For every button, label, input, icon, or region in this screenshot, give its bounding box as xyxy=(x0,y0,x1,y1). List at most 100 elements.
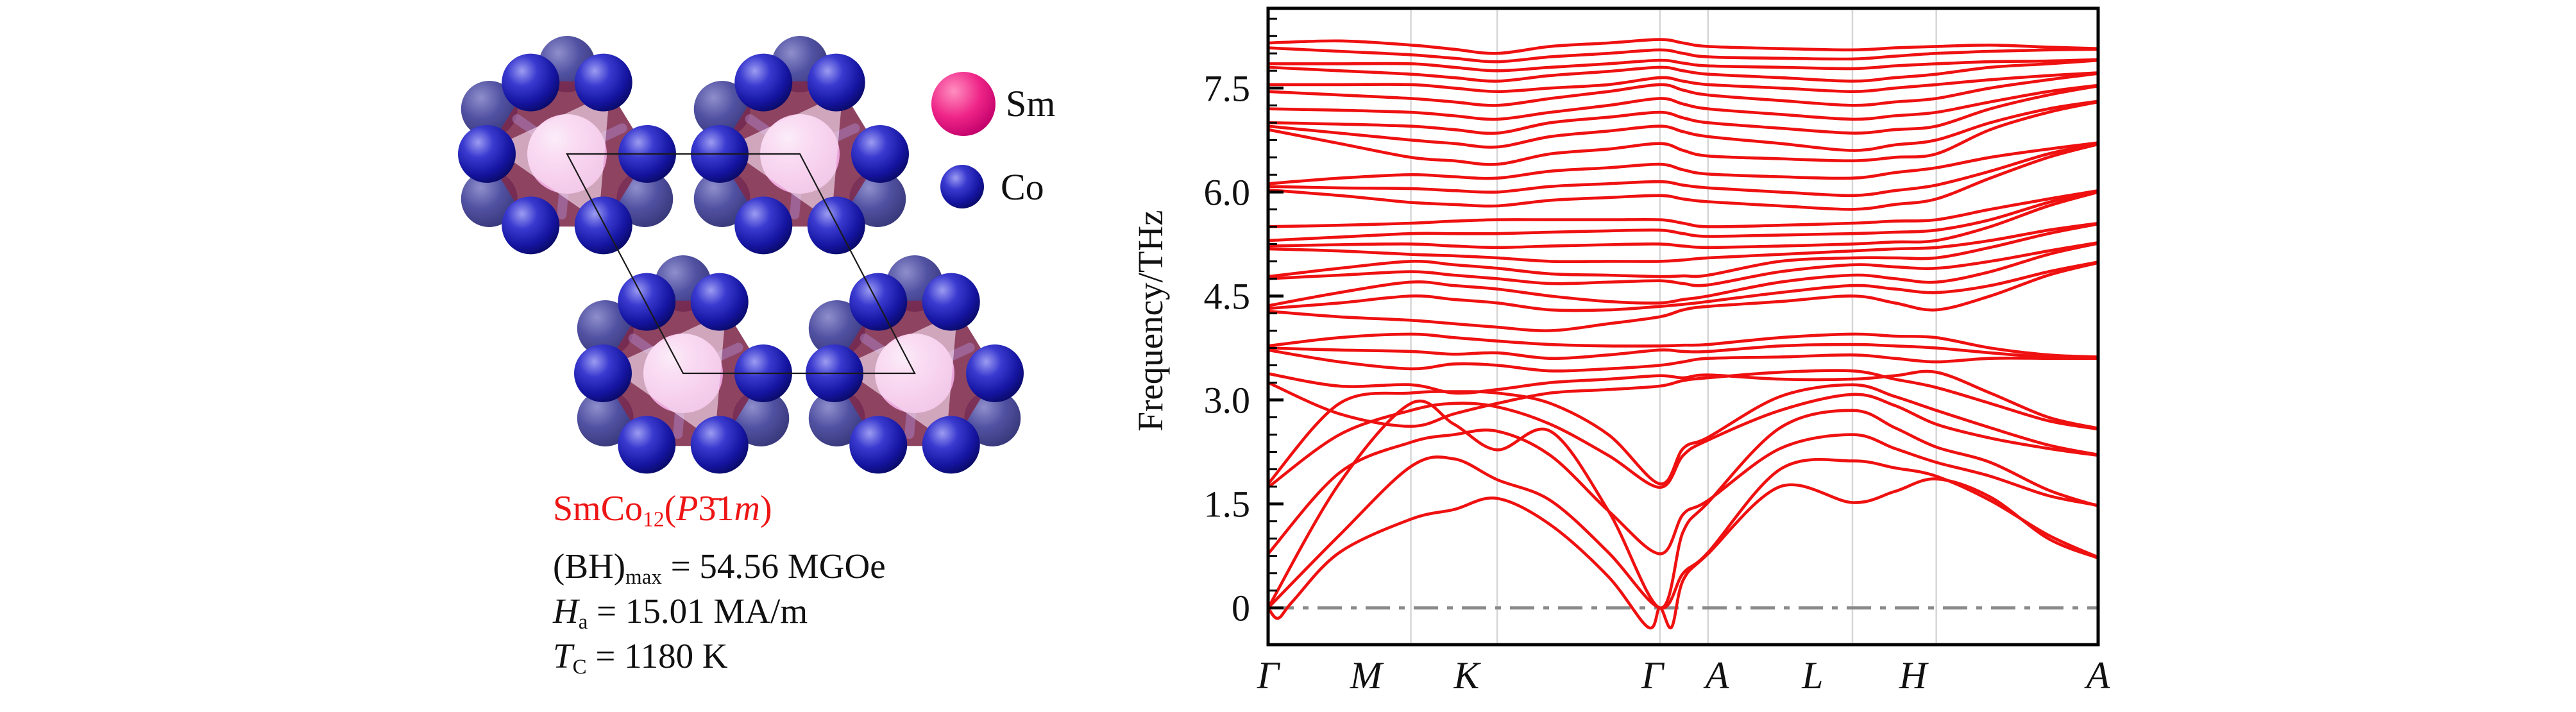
co-atom xyxy=(734,196,793,255)
co-atom xyxy=(849,416,908,474)
band-group xyxy=(1269,38,2097,630)
co-atom xyxy=(574,53,632,112)
phonon-band xyxy=(1269,58,2097,72)
k-point-label: H xyxy=(1899,654,1929,697)
y-tick-label: 3.0 xyxy=(1204,380,1251,421)
y-tick-label: 7.5 xyxy=(1204,67,1251,109)
tc-value: = 1180 K xyxy=(586,636,728,675)
phonon-band xyxy=(1269,260,2097,312)
co-atom xyxy=(807,53,865,112)
co-atom xyxy=(502,53,560,112)
atom-cluster xyxy=(691,36,909,255)
phonon-band xyxy=(1269,221,2097,264)
legend xyxy=(931,72,996,208)
co-atom xyxy=(690,416,749,474)
co-atom-back xyxy=(808,300,865,357)
bh-max-line: (BH)max = 54.56 MGOe xyxy=(553,548,886,588)
triangle-face xyxy=(493,93,610,222)
k-point-label: A xyxy=(2084,654,2110,697)
phonon-band xyxy=(1269,99,2097,152)
k-point-label: L xyxy=(1801,654,1823,697)
triangle-face xyxy=(840,312,958,441)
bh-max-sub: max xyxy=(625,566,662,589)
y-tick-label: 0 xyxy=(1232,588,1250,629)
co-atom xyxy=(807,196,865,255)
phonon-band xyxy=(1269,399,2097,609)
crystal-structure xyxy=(458,36,1024,474)
phonon-band xyxy=(1269,393,2097,489)
formula-close-paren: ) xyxy=(759,489,772,529)
co-atom-back xyxy=(808,390,865,446)
ha-symbol: H xyxy=(553,591,579,631)
co-atom xyxy=(922,416,980,474)
k-point-label: K xyxy=(1453,654,1481,697)
phonon-band xyxy=(1269,343,2097,360)
phonon-band xyxy=(1269,72,2097,107)
triangle-face xyxy=(725,93,843,222)
phonon-band xyxy=(1269,477,2097,630)
co-atom-back xyxy=(964,390,1021,446)
ha-value: = 15.01 MA/m xyxy=(588,591,808,631)
co-atom-back xyxy=(577,390,634,446)
co-atom-back xyxy=(733,390,790,446)
phonon-band xyxy=(1269,142,2097,198)
co-atom xyxy=(734,53,793,112)
co-atom xyxy=(966,344,1024,402)
co-atom xyxy=(574,344,632,402)
y-axis-label: Frequency/THz xyxy=(1131,210,1170,431)
anisotropy-field-line: Ha = 15.01 MA/m xyxy=(553,593,808,633)
legend-sm-sphere xyxy=(931,72,996,136)
phonon-band xyxy=(1269,100,2097,166)
formula-open-paren: ( xyxy=(664,489,677,529)
phonon-band xyxy=(1269,332,2097,359)
phonon-band xyxy=(1269,261,2097,332)
k-point-label: Γ xyxy=(1641,654,1665,697)
legend-label-sm: Sm xyxy=(1006,83,1056,124)
bh-max-symbol: (BH) xyxy=(553,547,626,586)
phonon-band xyxy=(1269,46,2097,64)
phonon-band xyxy=(1269,189,2097,228)
phonon-band xyxy=(1269,348,2097,373)
co-atom-back xyxy=(693,81,750,137)
phonon-band xyxy=(1269,38,2097,55)
phonon-band xyxy=(1269,71,2097,94)
co-atom-back xyxy=(461,81,518,137)
co-atom xyxy=(618,416,676,474)
co-atom xyxy=(922,273,980,331)
co-atom-back xyxy=(577,300,634,357)
phonon-band xyxy=(1269,191,2097,250)
co-atom-back xyxy=(461,171,518,227)
legend-co-sphere xyxy=(940,165,984,208)
triangle-face xyxy=(609,312,726,441)
plot-frame xyxy=(1266,6,2100,647)
co-atom-back xyxy=(616,171,674,227)
co-atom xyxy=(502,196,560,255)
tc-sub: C xyxy=(572,656,587,679)
phonon-band xyxy=(1269,83,2097,121)
atom-cluster xyxy=(458,36,676,255)
co-atom xyxy=(618,273,676,331)
co-atom xyxy=(574,196,632,255)
phonon-band xyxy=(1269,58,2097,83)
k-point-label: M xyxy=(1350,654,1384,697)
formula-prefix: SmCo xyxy=(553,489,643,529)
y-tick-label: 4.5 xyxy=(1204,275,1251,317)
y-tick-label: 1.5 xyxy=(1204,484,1251,525)
phonon-band xyxy=(1269,369,2097,430)
ha-sub: a xyxy=(578,611,588,634)
formula-spacegroup-m: m xyxy=(734,489,760,529)
curie-temperature-line: TC = 1180 K xyxy=(553,638,728,678)
co-atom xyxy=(849,273,908,331)
atom-cluster xyxy=(806,255,1024,474)
phonon-band xyxy=(1269,85,2097,135)
co-atom-back xyxy=(849,171,906,227)
phonon-band xyxy=(1269,223,2097,278)
co-atom xyxy=(851,125,909,183)
phonon-band xyxy=(1269,241,2097,287)
phonon-band xyxy=(1269,428,2097,555)
phonon-band xyxy=(1269,190,2097,242)
bh-max-value: = 54.56 MGOe xyxy=(661,547,886,586)
